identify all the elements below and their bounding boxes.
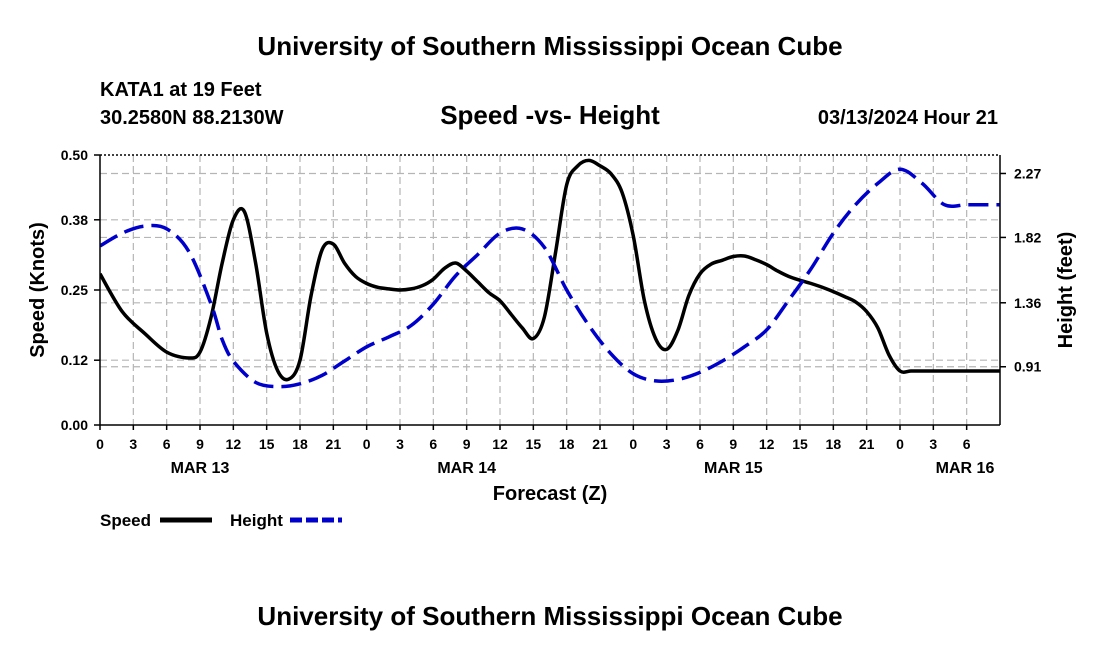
date-label: MAR 16 <box>936 460 995 477</box>
x-tick-label: 21 <box>326 436 342 452</box>
series-height-line <box>100 167 1000 389</box>
x-tick-label: 0 <box>363 436 371 452</box>
x-tick-label: 18 <box>559 436 575 452</box>
x-tick-label: 9 <box>463 436 471 452</box>
grid <box>100 155 1000 425</box>
legend-speed-label: Speed <box>100 511 151 530</box>
footer-title: University of Southern Mississippi Ocean… <box>257 601 842 631</box>
page-title: University of Southern Mississippi Ocean… <box>257 31 842 61</box>
y-tick-label: 0.00 <box>61 417 88 433</box>
legend: Speed Height <box>100 511 342 530</box>
date-label: MAR 15 <box>704 460 763 477</box>
x-tick-label: 21 <box>859 436 875 452</box>
series-layer <box>100 158 1000 389</box>
x-tick-label: 12 <box>759 436 775 452</box>
x-tick-label: 18 <box>826 436 842 452</box>
x-tick-label: 15 <box>259 436 275 452</box>
x-axis-label: Forecast (Z) <box>493 483 607 505</box>
y2-axis-label: Height (feet) <box>1055 232 1077 349</box>
x-tick-label: 6 <box>163 436 171 452</box>
x-tick-label: 21 <box>592 436 608 452</box>
chart-title: Speed -vs- Height <box>440 100 660 130</box>
y2-tick-label: 0.91 <box>1014 359 1041 375</box>
x-tick-label: 12 <box>492 436 508 452</box>
x-tick-label: 3 <box>929 436 937 452</box>
x-tick-label: 6 <box>963 436 971 452</box>
x-tick-label: 9 <box>196 436 204 452</box>
x-tick-label: 15 <box>792 436 808 452</box>
x-tick-label: 3 <box>129 436 137 452</box>
x-tick-label: 0 <box>629 436 637 452</box>
axes <box>94 154 1006 430</box>
tick-labels: 0.00 0.12 0.25 0.38 0.50 0.91 1.36 1.82 2.27 0 3 6 9… <box>61 147 1042 477</box>
y-axis-label: Speed (Knots) <box>27 222 49 358</box>
x-tick-label: 0 <box>896 436 904 452</box>
x-tick-label: 18 <box>292 436 308 452</box>
y2-tick-label: 2.27 <box>1014 165 1041 181</box>
x-tick-label: 3 <box>663 436 671 452</box>
y-tick-label: 0.38 <box>61 212 88 228</box>
x-tick-label: 9 <box>729 436 737 452</box>
x-tick-label: 6 <box>696 436 704 452</box>
x-tick-label: 3 <box>396 436 404 452</box>
y-tick-label: 0.12 <box>61 352 88 368</box>
datetime-label: 03/13/2024 Hour 21 <box>818 107 998 129</box>
legend-height-label: Height <box>230 511 283 530</box>
series-speed-line <box>100 158 1000 382</box>
x-tick-label: 15 <box>526 436 542 452</box>
date-label: MAR 14 <box>437 460 496 477</box>
x-tick-label: 12 <box>226 436 242 452</box>
y2-tick-label: 1.82 <box>1014 229 1041 245</box>
date-label: MAR 13 <box>171 460 230 477</box>
y2-tick-label: 1.36 <box>1014 295 1041 311</box>
x-tick-label: 0 <box>96 436 104 452</box>
y-tick-label: 0.25 <box>61 282 88 298</box>
station-label: KATA1 at 19 Feet <box>100 79 262 101</box>
location-label: 30.2580N 88.2130W <box>100 107 284 129</box>
y-tick-label: 0.50 <box>61 147 88 163</box>
plot-area: 0.00 0.12 0.25 0.38 0.50 0.91 1.36 1.82 2.27 0 3 6 9… <box>61 147 1042 477</box>
x-tick-label: 6 <box>429 436 437 452</box>
